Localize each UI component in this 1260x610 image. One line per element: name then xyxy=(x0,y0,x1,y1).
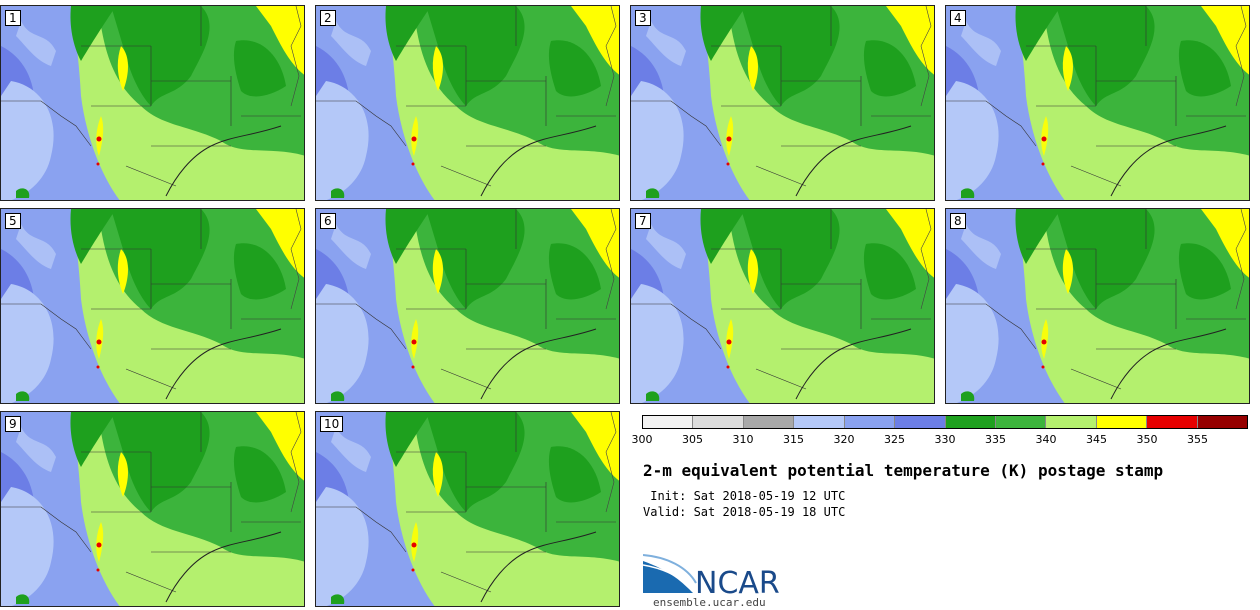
member-map xyxy=(1,412,304,606)
member-map xyxy=(946,6,1249,200)
member-map xyxy=(631,209,934,403)
valid-time: Valid: Sat 2018-05-19 18 UTC xyxy=(643,505,846,519)
member-map xyxy=(631,6,934,200)
colorbar-tick: 330 xyxy=(934,433,956,446)
colorbar-tick: 310 xyxy=(732,433,754,446)
member-map xyxy=(316,6,619,200)
colorbar-swatch xyxy=(995,416,1047,428)
colorbar-swatch xyxy=(794,416,845,428)
logo-url: ensemble.ucar.edu xyxy=(653,596,766,609)
colorbar-tick: 340 xyxy=(1035,433,1057,446)
colorbar-swatch xyxy=(1197,416,1248,428)
colorbar-tick: 335 xyxy=(985,433,1006,446)
colorbar-tick: 320 xyxy=(833,433,855,446)
member-map xyxy=(1,6,304,200)
stamp-member-1: 1 xyxy=(0,5,305,201)
stamp-member-5: 5 xyxy=(0,208,305,404)
colorbar-swatch xyxy=(1147,416,1198,428)
stamp-member-7: 7 xyxy=(630,208,935,404)
member-map xyxy=(1,209,304,403)
colorbar-tick: 350 xyxy=(1136,433,1158,446)
colorbar-swatch xyxy=(643,416,694,428)
member-label: 8 xyxy=(950,213,966,229)
member-map xyxy=(946,209,1249,403)
member-label: 3 xyxy=(635,10,651,26)
member-label: 4 xyxy=(950,10,966,26)
member-map xyxy=(316,209,619,403)
member-label: 7 xyxy=(635,213,651,229)
colorbar-tick: 305 xyxy=(682,433,703,446)
colorbar-swatch xyxy=(1096,416,1148,428)
member-label: 2 xyxy=(320,10,336,26)
logo-text: NCAR xyxy=(695,566,780,601)
colorbar xyxy=(642,415,1248,429)
member-label: 9 xyxy=(5,416,21,432)
member-label: 6 xyxy=(320,213,336,229)
colorbar-swatch xyxy=(945,416,996,428)
stamp-member-6: 6 xyxy=(315,208,620,404)
stamp-member-9: 9 xyxy=(0,411,305,607)
colorbar-swatch xyxy=(844,416,896,428)
colorbar-swatch xyxy=(693,416,744,428)
stamp-member-3: 3 xyxy=(630,5,935,201)
member-label: 1 xyxy=(5,10,21,26)
ncar-logo: NCAR xyxy=(643,554,780,601)
stamp-member-4: 4 xyxy=(945,5,1250,201)
stamp-member-2: 2 xyxy=(315,5,620,201)
colorbar-swatch xyxy=(1046,416,1097,428)
member-label: 10 xyxy=(320,416,344,432)
colorbar-tick: 355 xyxy=(1187,433,1208,446)
stamp-member-10: 10 xyxy=(315,411,620,607)
colorbar-swatch xyxy=(895,416,946,428)
stamp-member-8: 8 xyxy=(945,208,1250,404)
member-map xyxy=(316,412,619,606)
colorbar-tick: 325 xyxy=(884,433,905,446)
member-label: 5 xyxy=(5,213,21,229)
init-time: Init: Sat 2018-05-19 12 UTC xyxy=(643,489,846,503)
plot-title: 2-m equivalent potential temperature (K)… xyxy=(643,461,1164,480)
colorbar-swatch xyxy=(743,416,795,428)
colorbar-tick: 300 xyxy=(631,433,653,446)
colorbar-tick: 315 xyxy=(783,433,804,446)
colorbar-tick: 345 xyxy=(1086,433,1107,446)
